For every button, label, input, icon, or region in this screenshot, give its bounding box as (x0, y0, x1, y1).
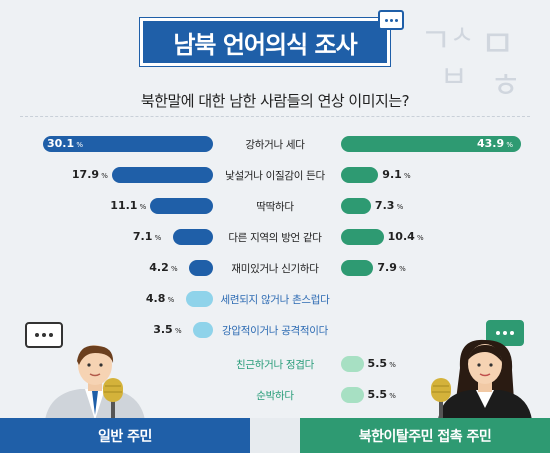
data-label-general: 4.8 % (145, 292, 175, 305)
svg-text:ㅅ: ㅅ (450, 21, 474, 51)
data-label-general: 4.2 % (149, 261, 178, 274)
bar-contacted-residents (341, 356, 364, 372)
microphone-icon (103, 378, 123, 420)
decorative-hangul-watermark: ㄱ ㅅ ㅁ ㅂ ㅎ (420, 12, 540, 106)
bar-contacted-residents (341, 136, 521, 152)
data-label-general: 17.9 % (71, 168, 108, 181)
category-label: 강압적이거나 공격적이다 (222, 325, 328, 337)
bar-contacted-residents (341, 260, 374, 276)
speech-bubble-icon (25, 322, 63, 348)
bar-general-residents (185, 291, 213, 307)
page-title: 남북 언어의식 조사 (173, 30, 357, 59)
speech-bubble-icon (378, 10, 404, 30)
legend-general-residents: 일반 주민 (0, 418, 250, 453)
bar-general-residents (172, 229, 213, 245)
category-label: 강하거나 세다 (245, 139, 305, 151)
svg-text:ㅁ: ㅁ (480, 22, 515, 66)
category-label: 다른 지역의 방언 같다 (228, 232, 322, 244)
chart-subtitle: 북한말에 대한 남한 사람들의 연상 이미지는? (140, 92, 410, 110)
bar-contacted-residents (341, 229, 384, 245)
category-label: 딱딱하다 (256, 201, 294, 213)
decorative-letters-icon: ㄱ ㅅ ㅁ ㅂ ㅎ (420, 21, 521, 106)
data-label-contacted: 43.9 % (477, 137, 514, 150)
data-label-contacted: 9.1 % (382, 168, 411, 181)
bar-general-residents (193, 322, 213, 338)
category-label: 친근하거나 정겹다 (236, 359, 314, 371)
bar-contacted-residents (341, 167, 379, 183)
legend-label-right: 북한이탈주민 접촉 주민 (358, 428, 492, 445)
data-label-contacted: 5.5 % (367, 388, 396, 401)
bar-general-residents (189, 260, 213, 276)
svg-text:ㄱ: ㄱ (420, 21, 451, 61)
footer-divider (250, 418, 300, 453)
divider (20, 116, 530, 117)
data-label-general: 7.1 % (132, 230, 162, 243)
category-label: 세련되지 않거나 촌스럽다 (220, 294, 330, 306)
legend-contacted-residents: 북한이탈주민 접촉 주민 (300, 418, 550, 453)
data-label-contacted: 7.9 % (377, 261, 406, 274)
microphone-icon (431, 378, 451, 420)
category-label: 낯설거나 이질감이 든다 (225, 170, 325, 182)
data-label-general: 11.1 % (110, 199, 147, 212)
category-label: 순박하다 (256, 390, 294, 402)
title-banner: 남북 언어의식 조사 (140, 18, 390, 66)
data-label-contacted: 7.3 % (374, 199, 404, 212)
bar-general-residents (43, 136, 213, 152)
data-label-contacted: 10.4 % (387, 230, 424, 243)
woman-avatar-icon (438, 339, 532, 420)
category-label: 재미있거나 신기하다 (231, 263, 319, 275)
data-label-general: 3.5 % (153, 323, 182, 336)
data-label-contacted: 5.5 % (367, 357, 396, 370)
svg-text:ㅎ: ㅎ (490, 66, 521, 102)
legend-label-left: 일반 주민 (98, 428, 152, 445)
bar-general-residents (150, 198, 213, 214)
data-label-general: 30.1 % (47, 137, 84, 150)
bar-contacted-residents (341, 198, 371, 214)
bar-contacted-residents (341, 387, 364, 403)
bar-general-residents (111, 167, 213, 183)
man-avatar-icon (45, 345, 145, 420)
svg-text:ㅂ: ㅂ (440, 60, 468, 95)
